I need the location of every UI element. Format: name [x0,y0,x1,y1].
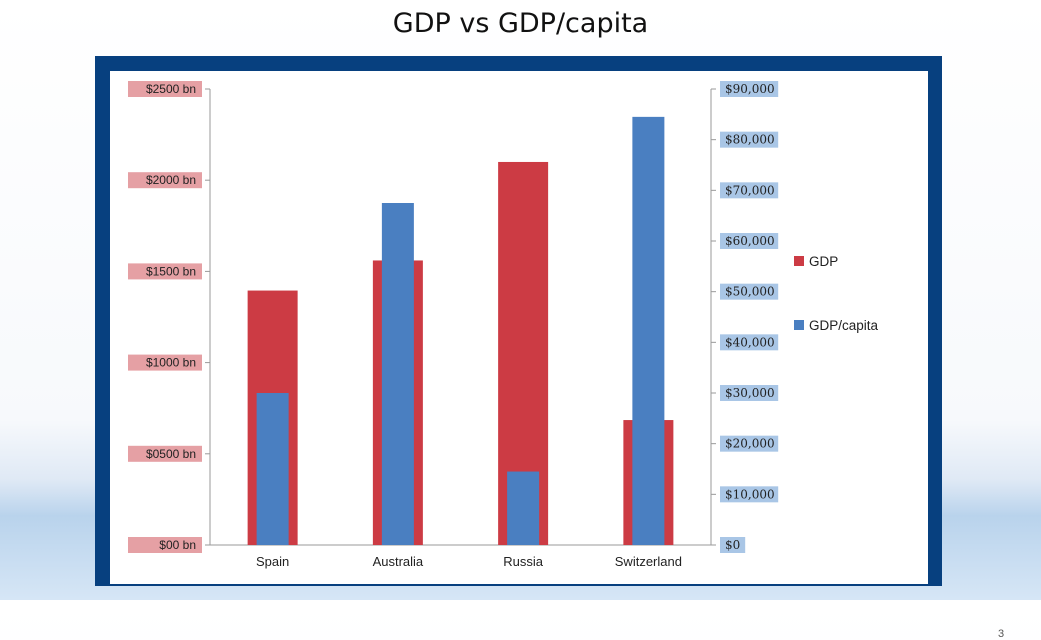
slide-title: GDP vs GDP/capita [392,8,649,39]
right-tick-label: $50,000 [725,285,775,299]
legend-label-gdp-per-capita: GDP/capita [809,318,879,333]
chart-area: $00 bn $0500 bn $1000 bn $1500 bn $2000 bn $2… [110,71,1004,640]
right-tick-label-bg [720,283,779,300]
right-tick-label: $90,000 [725,82,775,96]
right-tick-label-bg [720,131,779,148]
left-tick-label-bg [128,537,202,553]
left-tick-label-bg [128,354,202,371]
left-tick-label: $0500 bn [146,447,196,461]
legend-swatch-gdp-per-capita [794,320,804,330]
right-tick-label-bg [720,435,779,452]
left-tick-label: $1000 bn [146,356,196,370]
right-tick-label: $70,000 [725,183,775,197]
right-tick-label-bg [720,385,779,401]
category-label-australia: Australia [373,554,424,569]
legend-swatch-gdp [794,256,804,266]
bar-gdp-per-capita-russia [507,471,540,545]
category-label-russia: Russia [503,554,544,569]
right-tick-label: $40,000 [725,335,775,349]
right-tick-label: $30,000 [725,386,775,400]
left-tick-label: $2500 bn [146,82,196,96]
left-axis: $00 bn $0500 bn $1000 bn $1500 bn $2000 bn $2… [128,81,211,553]
left-tick-label: $00 bn [159,538,196,552]
left-tick-label: $1500 bn [146,264,196,278]
right-tick-label: $10,000 [725,487,775,501]
left-tick-label-bg [128,263,202,280]
right-tick-label: $20,000 [725,437,775,451]
left-tick-label-bg [128,172,202,189]
left-tick-label: $2000 bn [146,173,196,187]
left-tick-label-bg [128,445,202,462]
right-tick-label-bg [720,81,779,97]
slide-number: 3 [998,628,1005,640]
bar-gdp-per-capita-spain [256,393,289,545]
right-tick-label-bg [720,233,779,249]
right-axis: $0 $10,000 $20,000 $30,000 $40,000 $50,000 $60… [710,81,779,553]
legend: GDP GDP/capita [794,254,879,333]
gdp-chart: $00 bn $0500 bn $1000 bn $1500 bn $2000 bn $2… [128,81,879,569]
legend-label-gdp: GDP [809,254,838,269]
right-tick-label-bg [720,537,746,553]
category-label-spain: Spain [256,554,289,569]
bar-gdp-per-capita-switzerland [632,116,665,545]
right-tick-label: $60,000 [725,234,775,248]
category-labels: Spain Australia Russia Switzerland [256,554,682,569]
right-tick-label-bg [720,182,779,199]
right-tick-label-bg [720,486,779,503]
right-tick-label: $0 [725,538,740,552]
category-label-switzerland: Switzerland [615,554,682,569]
right-tick-label-bg [720,334,779,351]
right-tick-label: $80,000 [725,133,775,147]
bar-gdp-per-capita-australia [381,203,414,545]
left-tick-label-bg [128,81,202,97]
bars [210,116,711,546]
